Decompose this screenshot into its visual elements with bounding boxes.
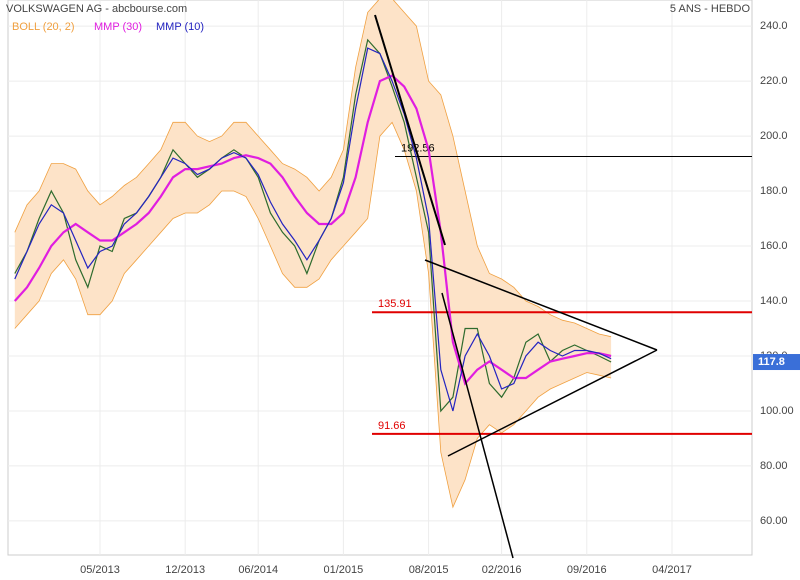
x-tick-label: 05/2013 — [80, 564, 120, 576]
price-line — [14, 38, 612, 413]
last-price-tag — [753, 354, 800, 371]
y-tick-label: 60.00 — [760, 515, 788, 527]
trend-line — [374, 14, 446, 246]
moving-average — [13, 74, 612, 386]
chart-title: VOLKSWAGEN AG - abcbourse.com — [6, 3, 187, 15]
legend-entry: MMP (10) — [156, 21, 204, 33]
y-tick-label: 80.00 — [760, 460, 788, 472]
y-tick-label: 240.0 — [760, 20, 788, 32]
x-tick-label: 06/2014 — [238, 564, 278, 576]
chart-subtitle: 5 ANS - HEBDO — [670, 3, 751, 15]
y-tick-label: 100.00 — [760, 405, 794, 417]
x-tick-label: 09/2016 — [567, 564, 607, 576]
trend-lines — [374, 14, 658, 559]
trend-line — [447, 349, 658, 457]
legend-entry: MMP (30) — [94, 21, 142, 33]
trend-line — [424, 259, 658, 351]
legend-entry: BOLL (20, 2) — [12, 21, 75, 33]
y-tick-label: 140.0 — [760, 295, 788, 307]
last-price-label: 117.8 — [758, 356, 785, 368]
trend-line — [441, 292, 514, 559]
x-tick-label: 02/2016 — [482, 564, 522, 576]
y-tick-label: 180.0 — [760, 185, 788, 197]
bollinger-band — [14, 0, 612, 508]
x-tick-label: 12/2013 — [165, 564, 205, 576]
y-tick-label: 160.0 — [760, 240, 788, 252]
y-tick-label: 220.0 — [760, 75, 788, 87]
moving-average — [14, 47, 612, 412]
x-tick-label: 01/2015 — [324, 564, 364, 576]
level-label: 135.91 — [378, 298, 412, 310]
bollinger-upper — [14, 0, 612, 338]
x-tick-label: 04/2017 — [652, 564, 692, 576]
plot-frame — [7, 0, 753, 556]
bollinger-lower — [14, 121, 612, 509]
level-label: 91.66 — [378, 420, 406, 432]
y-tick-label: 200.0 — [760, 130, 788, 142]
x-tick-label: 08/2015 — [409, 564, 449, 576]
